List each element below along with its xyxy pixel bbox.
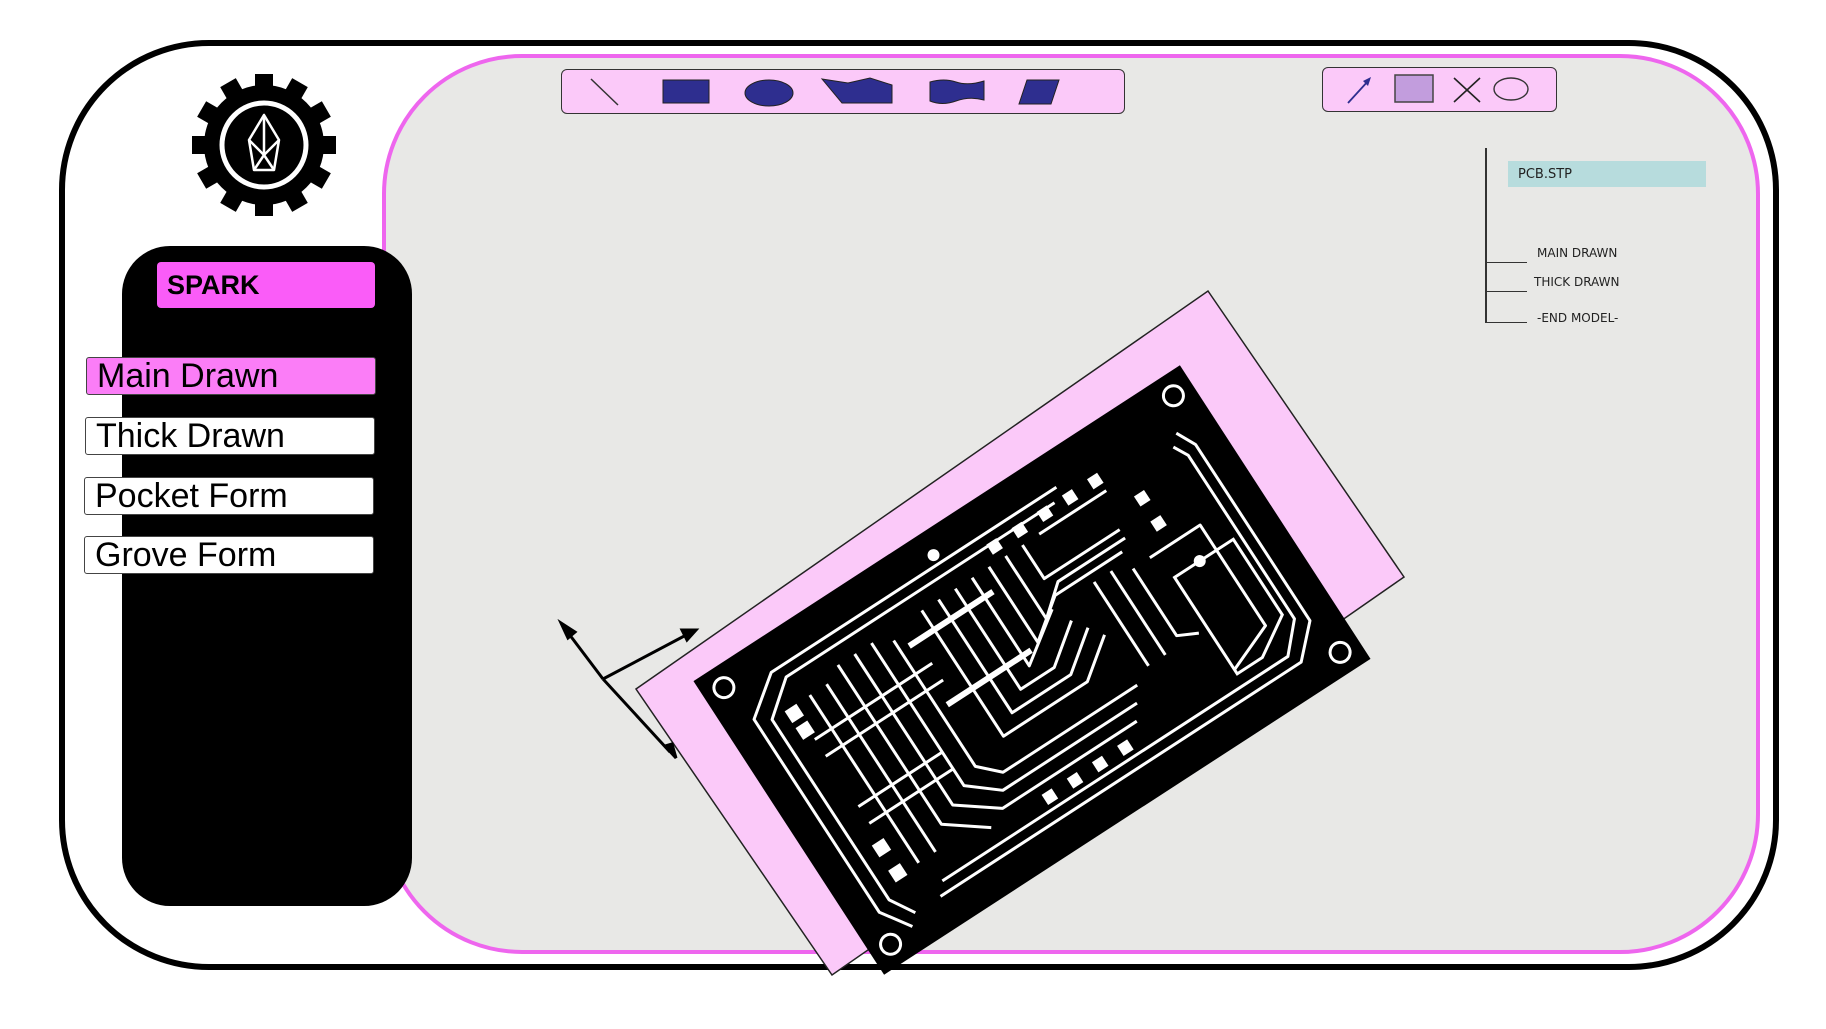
app-title: SPARK (157, 262, 375, 308)
sidebar-item-grove-form[interactable]: Grove Form (84, 536, 374, 574)
tree-node-main-drawn[interactable]: MAIN DRAWN (1537, 246, 1618, 260)
arrow-icon[interactable] (1345, 74, 1375, 106)
filled-square-icon[interactable] (1393, 72, 1435, 106)
outline-ellipse-icon[interactable] (1491, 75, 1531, 103)
drawing-canvas[interactable] (382, 54, 1760, 954)
rectangle-icon[interactable] (662, 78, 710, 106)
tree-branch (1485, 262, 1527, 264)
sidebar-item-pocket-form[interactable]: Pocket Form (84, 477, 374, 515)
model-file-node[interactable]: PCB.STP (1508, 161, 1706, 187)
tree-branch (1485, 322, 1527, 324)
sidebar-item-main-drawn[interactable]: Main Drawn (86, 357, 376, 395)
line-icon[interactable] (588, 76, 622, 108)
cross-icon[interactable] (1451, 75, 1483, 105)
wave-rectangle-icon[interactable] (928, 76, 986, 106)
shape-toolbar (561, 69, 1125, 114)
tree-branch (1485, 291, 1527, 293)
ellipse-icon[interactable] (743, 78, 795, 108)
tree-node-end-model[interactable]: -END MODEL- (1537, 311, 1619, 325)
sidebar-item-thick-drawn[interactable]: Thick Drawn (85, 417, 375, 455)
parallelogram-icon[interactable] (1017, 78, 1061, 106)
edit-toolbar (1322, 67, 1557, 112)
polygon-icon[interactable] (820, 75, 896, 105)
gear-logo-icon (192, 74, 336, 216)
tree-trunk (1485, 148, 1487, 323)
tree-node-thick-drawn[interactable]: THICK DRAWN (1534, 275, 1620, 289)
sidebar-panel (122, 246, 412, 906)
